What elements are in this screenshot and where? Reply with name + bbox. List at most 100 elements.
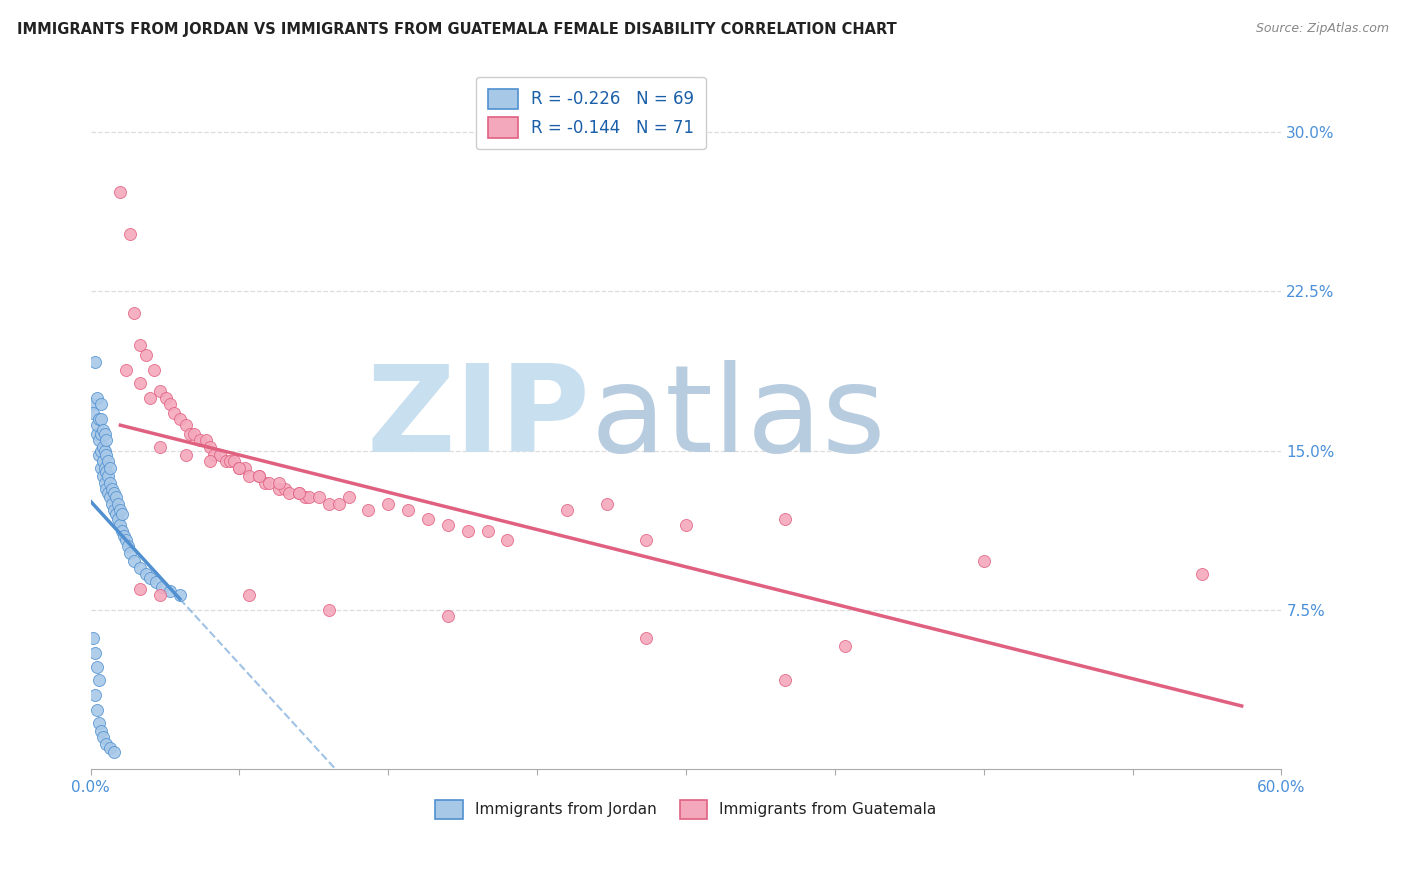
Point: [115, 363, 138, 377]
Point: [308, 491, 330, 505]
Point: [93, 475, 115, 490]
Point: [117, 539, 139, 553]
Text: ZIP: ZIP: [367, 360, 591, 477]
Point: [636, 533, 658, 547]
Point: [110, 185, 132, 199]
Point: [124, 554, 146, 568]
Point: [129, 337, 152, 351]
Point: [91, 731, 114, 745]
Point: [101, 482, 124, 496]
Point: [218, 454, 240, 468]
Point: [105, 491, 128, 505]
Point: [155, 391, 177, 405]
Point: [198, 440, 221, 454]
Point: [183, 426, 205, 441]
Point: [555, 503, 578, 517]
Point: [91, 440, 114, 454]
Point: [163, 405, 186, 419]
Point: [149, 588, 172, 602]
Point: [124, 306, 146, 320]
Point: [97, 486, 120, 500]
Point: [97, 469, 120, 483]
Point: [103, 503, 125, 517]
Point: [416, 512, 439, 526]
Point: [159, 583, 181, 598]
Point: [294, 491, 316, 505]
Point: [115, 533, 138, 547]
Point: [87, 715, 110, 730]
Point: [83, 646, 105, 660]
Point: [87, 412, 110, 426]
Point: [595, 497, 617, 511]
Point: [288, 486, 311, 500]
Point: [87, 673, 110, 687]
Point: [174, 418, 197, 433]
Point: [96, 737, 118, 751]
Point: [149, 384, 172, 399]
Point: [396, 503, 419, 517]
Point: [150, 580, 173, 594]
Point: [328, 497, 350, 511]
Point: [437, 609, 460, 624]
Point: [93, 443, 115, 458]
Point: [228, 460, 250, 475]
Point: [143, 363, 166, 377]
Point: [228, 460, 250, 475]
Point: [834, 639, 856, 653]
Point: [139, 391, 162, 405]
Text: atlas: atlas: [591, 360, 886, 477]
Point: [238, 588, 260, 602]
Point: [93, 426, 115, 441]
Point: [169, 588, 191, 602]
Point: [773, 673, 796, 687]
Point: [149, 440, 172, 454]
Point: [90, 724, 112, 739]
Point: [973, 554, 995, 568]
Point: [83, 354, 105, 368]
Point: [194, 433, 217, 447]
Point: [298, 491, 321, 505]
Point: [773, 512, 796, 526]
Point: [93, 460, 115, 475]
Point: [90, 443, 112, 458]
Point: [174, 448, 197, 462]
Point: [318, 497, 340, 511]
Point: [247, 469, 270, 483]
Point: [90, 460, 112, 475]
Point: [357, 503, 380, 517]
Point: [107, 497, 129, 511]
Point: [87, 448, 110, 462]
Point: [337, 491, 360, 505]
Point: [169, 412, 191, 426]
Point: [1191, 566, 1213, 581]
Point: [82, 405, 104, 419]
Point: [87, 433, 110, 447]
Point: [269, 482, 291, 496]
Point: [496, 533, 519, 547]
Point: [139, 571, 162, 585]
Point: [91, 469, 114, 483]
Point: [179, 426, 201, 441]
Point: [111, 508, 134, 522]
Point: [135, 566, 157, 581]
Point: [100, 460, 122, 475]
Point: [208, 448, 231, 462]
Point: [318, 603, 340, 617]
Point: [457, 524, 479, 539]
Point: [103, 486, 125, 500]
Point: [86, 660, 108, 674]
Point: [129, 582, 152, 596]
Point: [82, 631, 104, 645]
Point: [91, 423, 114, 437]
Point: [222, 454, 245, 468]
Point: [100, 741, 122, 756]
Point: [120, 227, 142, 242]
Point: [135, 348, 157, 362]
Point: [278, 486, 301, 500]
Point: [96, 465, 118, 479]
Point: [129, 560, 152, 574]
Point: [100, 491, 122, 505]
Point: [145, 575, 167, 590]
Point: [274, 482, 297, 496]
Point: [91, 454, 114, 468]
